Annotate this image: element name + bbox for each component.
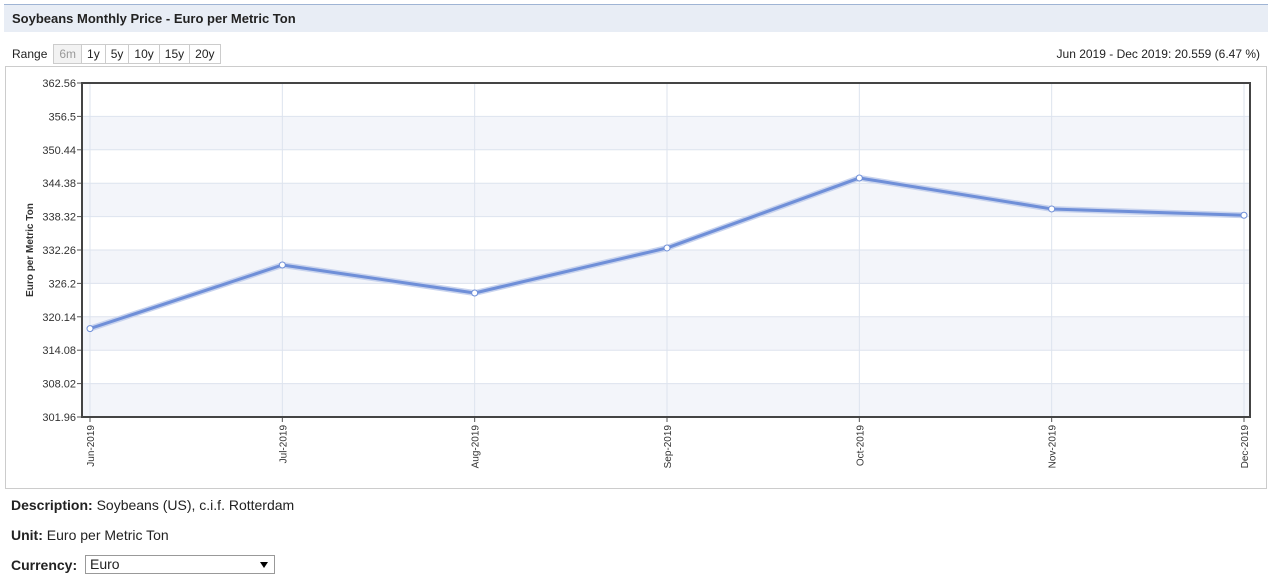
range-label: Range <box>12 46 48 61</box>
range-button[interactable]: 15y <box>158 43 191 64</box>
point <box>86 325 94 333</box>
range-button[interactable]: 5y <box>104 43 130 64</box>
chart-frame: 301.96 308.02 314.08 320.14 326.2 332.26 338.3… <box>5 66 1267 489</box>
grid-band <box>82 250 1250 284</box>
y-tick-label: 332.26 <box>42 245 76 257</box>
range-bar: Range 6m 1y 5y 10y 15y 20y <box>12 43 221 64</box>
point <box>471 289 479 297</box>
x-tick-label: Sep-2019 <box>663 425 674 469</box>
grid-band <box>82 316 1250 351</box>
y-tick-label: 320.14 <box>42 312 76 324</box>
chart: 301.96 308.02 314.08 320.14 326.2 332.26 338.3… <box>25 78 1251 469</box>
currency-label: Currency: <box>11 557 78 573</box>
description: Soybeans (US), c.i.f. Rotterdam <box>96 497 295 513</box>
description-row: Description: Soybeans (US), c.i.f. Rotte… <box>11 497 294 513</box>
y-axis-label: Euro per Metric Ton <box>25 203 36 297</box>
y-tick-label: 314.08 <box>42 345 76 357</box>
x-tick-label: Dec-2019 <box>1240 425 1251 469</box>
description-label: Description: <box>11 497 93 513</box>
range-button[interactable]: 20y <box>189 43 221 64</box>
range-button[interactable]: 6m <box>53 43 83 64</box>
y-tick-label: 338.32 <box>42 212 76 224</box>
point <box>663 244 671 252</box>
grid-band <box>82 383 1250 417</box>
y-tick-label: 350.44 <box>42 145 76 157</box>
x-tick-label: Oct-2019 <box>855 425 866 467</box>
x-tick-label: Jul-2019 <box>278 425 289 464</box>
range-button[interactable]: 1y <box>81 43 106 64</box>
x-tick-label: Jun-2019 <box>86 425 97 467</box>
range-button[interactable]: 10y <box>128 43 160 64</box>
y-tick-label: 326.2 <box>48 278 76 290</box>
point <box>1048 205 1056 213</box>
x-tick-label: Aug-2019 <box>471 425 482 469</box>
unit-row: Unit: Euro per Metric Ton <box>11 527 169 543</box>
point <box>855 174 863 182</box>
point <box>1240 211 1248 219</box>
unit: Euro per Metric Ton <box>46 527 169 543</box>
x-tick-label: Nov-2019 <box>1048 425 1059 469</box>
page-title: Soybeans Monthly Price - Euro per Metric… <box>4 4 1268 32</box>
currency-row: Currency: <box>11 557 77 573</box>
y-tick-label: 301.96 <box>42 412 76 424</box>
grid-band <box>82 116 1250 150</box>
currency-select[interactable]: Euro <box>85 555 275 574</box>
y-tick-label: 344.38 <box>42 178 76 190</box>
unit-label: Unit: <box>11 527 43 543</box>
range-summary: Jun 2019 - Dec 2019: 20.559 (6.47 %) <box>1056 47 1260 61</box>
plot-border <box>81 82 1251 418</box>
y-tick-label: 356.5 <box>48 111 76 123</box>
point <box>278 261 286 269</box>
y-tick-label: 362.56 <box>42 78 76 90</box>
y-tick-label: 308.02 <box>42 379 76 391</box>
